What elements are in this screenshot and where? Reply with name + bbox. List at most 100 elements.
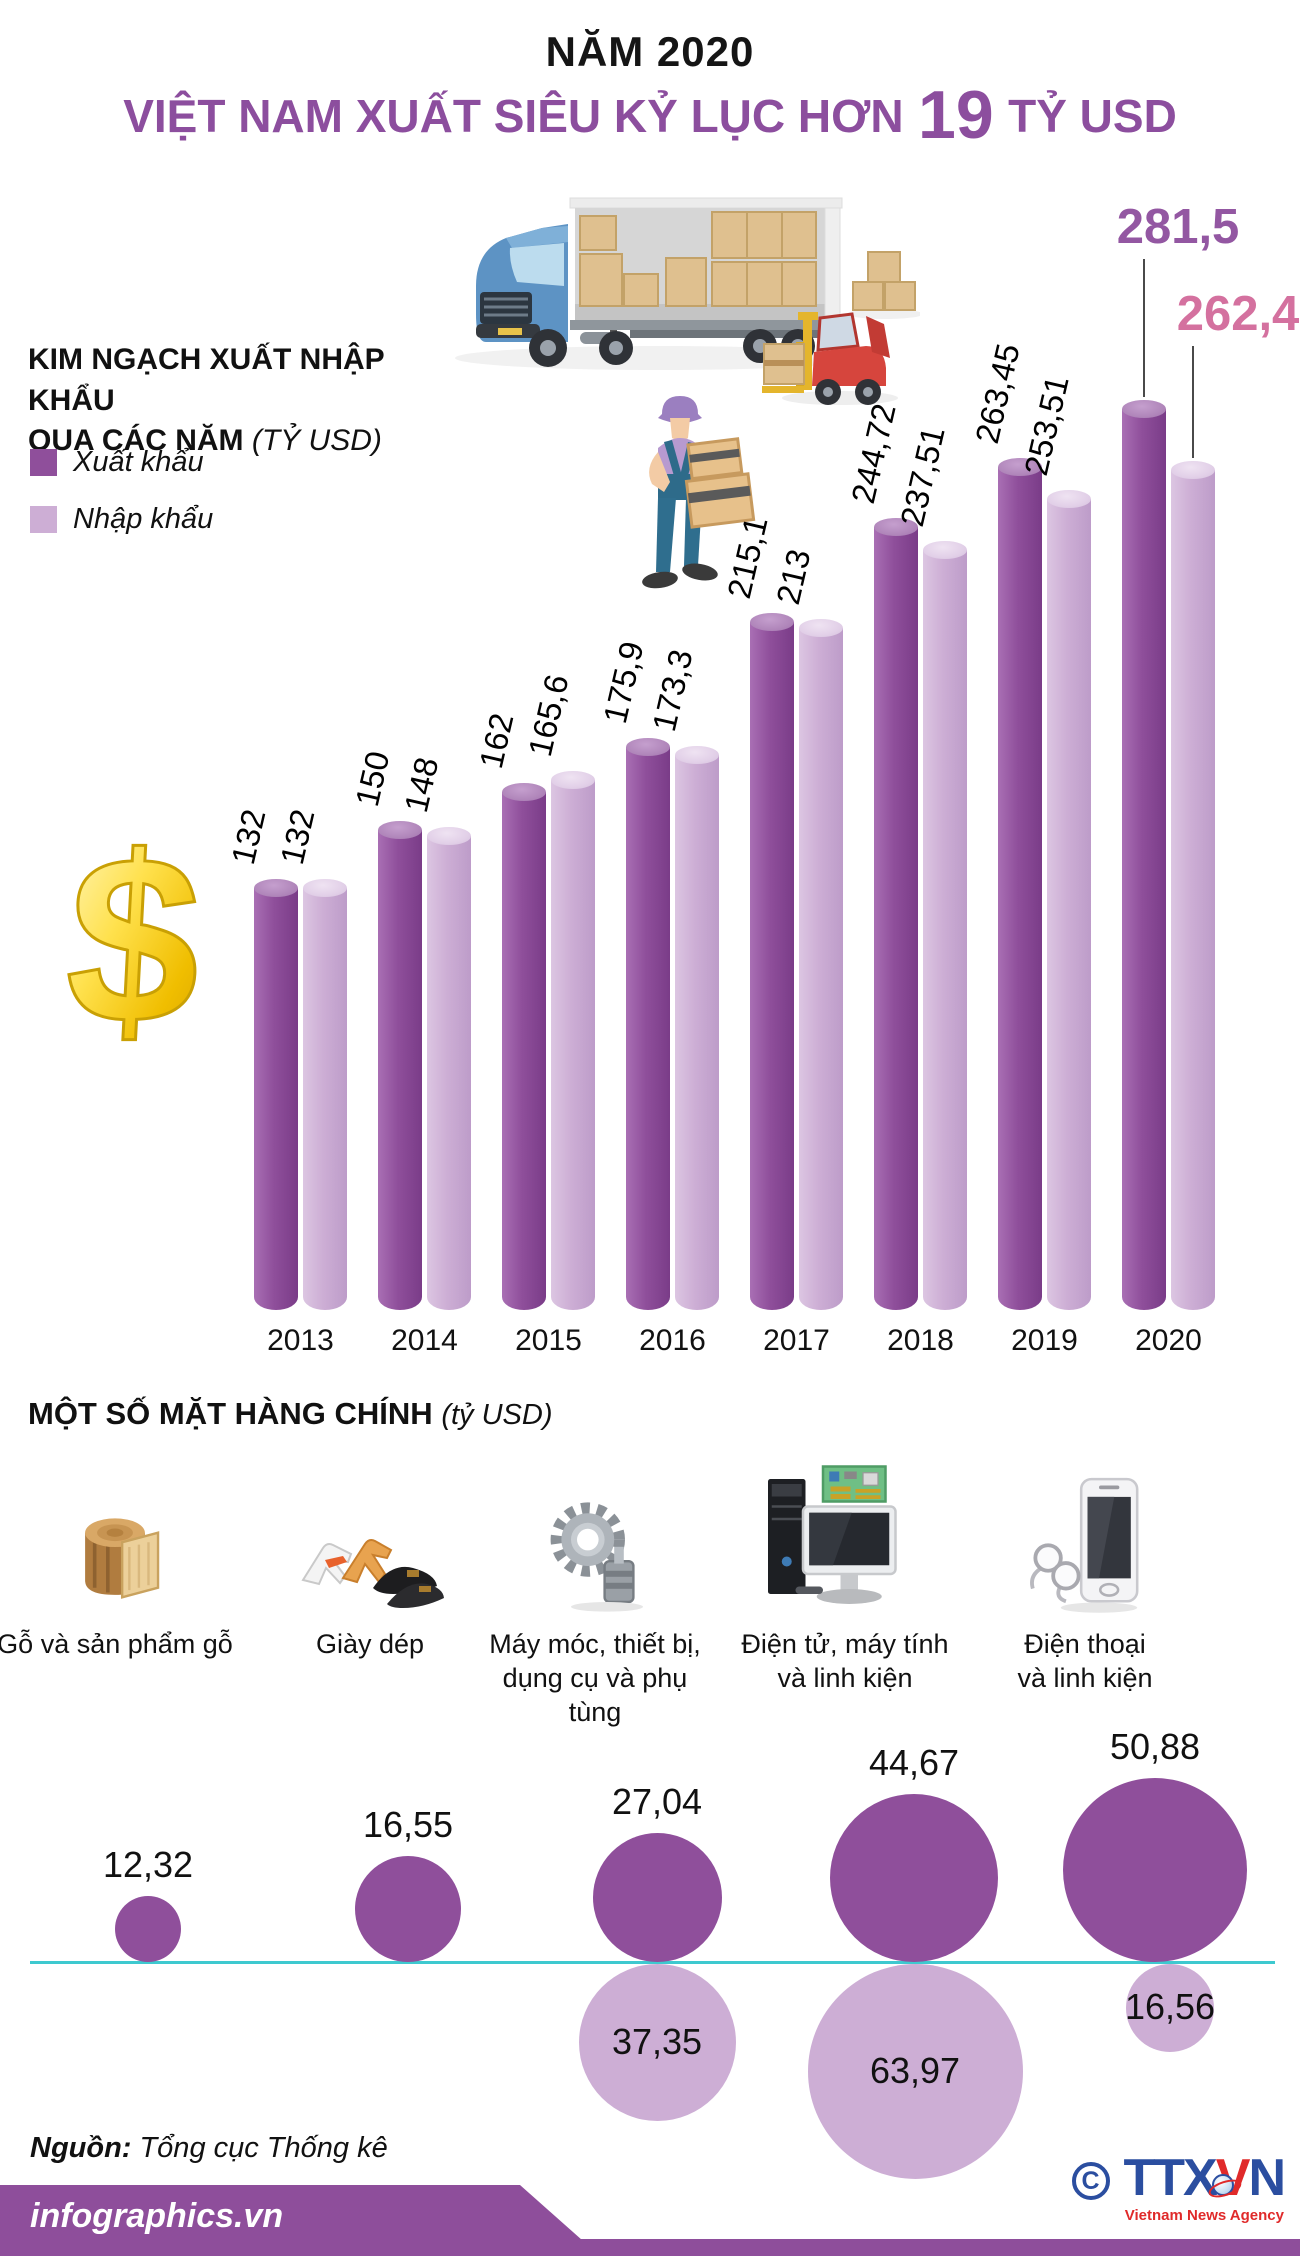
import-bar-2014 [427, 827, 471, 1310]
year-group-2019: 263,45 253,51 2019 [968, 340, 1091, 1357]
export-bar-cap [502, 782, 546, 801]
year-axis-label-2014: 2014 [391, 1324, 458, 1357]
product-col-phones: Điện thoại và linh kiện [965, 1462, 1205, 1696]
export-bar-2013 [254, 878, 298, 1310]
dollar-sign-icon: $ [59, 822, 208, 1052]
product-col-wood: Gỗ và sản phẩm gỗ [0, 1462, 235, 1662]
import-bar-2017 [799, 619, 843, 1310]
export-bubble-value-3: 44,67 [868, 1742, 960, 1783]
year-group-2014: 150 148 2014 [348, 380, 471, 1357]
vna-subtitle: Vietnam News Agency [1124, 2207, 1284, 2225]
products-title-unit: (tỷ USD) [441, 1399, 553, 1431]
footer-strip [0, 2239, 1300, 2256]
export-bubble-0 [115, 1896, 181, 1962]
import-bar-2016 [675, 746, 719, 1310]
truck-illustration [455, 197, 920, 405]
export-value-2014: 150 [347, 747, 397, 810]
year-axis-label-2019: 2019 [1011, 1324, 1078, 1357]
export-bubble-1 [355, 1856, 461, 1962]
import-value-2016: 173,3 [644, 646, 700, 736]
legend-label-import: Nhập khẩu [73, 503, 214, 535]
product-label-shoes: Giày dép [315, 1629, 425, 1659]
export-bubble-value-4: 50,88 [1109, 1726, 1201, 1767]
import-bar-2019 [1047, 489, 1091, 1310]
trade-bar-chart: 132 132 2013 150 148 2014 162 165,6 2015 175,9 173… [224, 200, 1299, 1357]
vna-logo: C TTXVN Vietnam News Agency [1071, 2152, 1286, 2225]
source-value: Tổng cục Thống kê [139, 2132, 388, 2164]
export-bubble-3 [830, 1794, 998, 1962]
import-bubble-value-4: 16,56 [1124, 1986, 1216, 2027]
title-text: VIỆT NAM XUẤT SIÊU KỶ LỤC HƠN [123, 90, 904, 142]
wood-log-icon [0, 1462, 235, 1614]
source-label: Nguồn: [30, 2132, 132, 2164]
import-value-2017: 213 [768, 546, 818, 609]
import-bubble-value-3: 63,97 [869, 2049, 961, 2091]
export-bar-cap [254, 878, 298, 897]
year-group-2016: 175,9 173,3 2016 [596, 380, 719, 1357]
shoes-icon [250, 1462, 490, 1614]
product-col-shoes: Giày dép [250, 1462, 490, 1662]
export-value-2020: 281,5 [1116, 200, 1240, 255]
export-bar-cap [998, 457, 1042, 476]
products-section-title: MỘT SỐ MẶT HÀNG CHÍNH (tỷ USD) [28, 1396, 553, 1432]
export-swatch-icon [30, 449, 57, 476]
trade-chart-unit: (TỶ USD) [251, 424, 382, 457]
source-note: Nguồn: Tổng cục Thống kê [30, 2132, 388, 2165]
export-value-2018: 244,72 [843, 400, 903, 507]
trade-chart-title-line2: QUA CÁC NĂM [28, 424, 244, 457]
year-axis-label-2016: 2016 [639, 1324, 706, 1357]
import-bar-cap [799, 619, 843, 638]
import-bar-2015 [551, 771, 595, 1310]
export-value-2015: 162 [471, 709, 521, 772]
year-axis-label-2020: 2020 [1135, 1324, 1202, 1357]
import-value-2015: 165,6 [520, 671, 576, 760]
import-bar-cap [303, 878, 347, 897]
phone-icon [965, 1462, 1205, 1614]
export-bubble-2 [592, 1833, 722, 1962]
export-bar-cap [1122, 400, 1166, 419]
year-axis-label-2013: 2013 [267, 1324, 334, 1357]
export-bar-2015 [502, 782, 546, 1310]
product-label-electronics: Điện tử, máy tính và linh kiện [741, 1629, 949, 1693]
product-label-wood: Gỗ và sản phẩm gỗ [0, 1629, 233, 1659]
export-bar-cap [874, 517, 918, 536]
product-col-electronics: Điện tử, máy tính và linh kiện [725, 1462, 965, 1696]
import-bar-2018 [923, 540, 967, 1310]
products-title-text: MỘT SỐ MẶT HÀNG CHÍNH [28, 1396, 433, 1431]
export-value-2017: 215,1 [719, 512, 775, 602]
import-bubble-4 [1126, 1964, 1214, 2052]
site-name: infographics.vn [30, 2197, 284, 2235]
globe-icon [1212, 2174, 1234, 2196]
year-group-2017: 215,1 213 2017 [720, 380, 843, 1357]
trade-chart-title: KIM NGẠCH XUẤT NHẬP KHẨU QUA CÁC NĂM (TỶ… [28, 340, 468, 462]
year-axis-label-2015: 2015 [515, 1324, 582, 1357]
import-value-2013: 132 [272, 805, 322, 868]
import-bar-2013 [303, 878, 347, 1310]
bubble-baseline [30, 1961, 1275, 1964]
kicker-year: NĂM 2020 [545, 28, 755, 75]
export-bar-2016 [626, 738, 670, 1310]
export-bar-2014 [378, 821, 422, 1310]
import-bar-cap [923, 540, 967, 559]
year-group-2018: 244,72 237,51 2018 [844, 380, 967, 1357]
export-bubble-value-2: 27,04 [611, 1781, 703, 1822]
box-stack [847, 251, 920, 319]
import-bar-cap [1047, 489, 1091, 508]
export-value-2016: 175,9 [595, 638, 651, 727]
import-value-2020: 262,4 [1176, 287, 1300, 342]
worker-illustration [642, 396, 756, 589]
export-bar-2018 [874, 517, 918, 1310]
export-bar-2020 [1122, 400, 1166, 1310]
import-bar-cap [427, 827, 471, 846]
import-bar-cap [675, 746, 719, 765]
export-callout-line [1143, 259, 1145, 398]
import-value-2014: 148 [396, 754, 446, 817]
forklift [762, 312, 898, 405]
import-callout-line [1192, 346, 1194, 459]
legend-item-import: Nhập khẩu [30, 503, 213, 536]
export-bar-cap [750, 612, 794, 631]
import-bar-cap [551, 771, 595, 790]
legend: Xuất khẩu Nhập khẩu [30, 446, 213, 560]
export-bar-cap [378, 821, 422, 839]
export-value-2019: 263,45 [967, 340, 1027, 447]
